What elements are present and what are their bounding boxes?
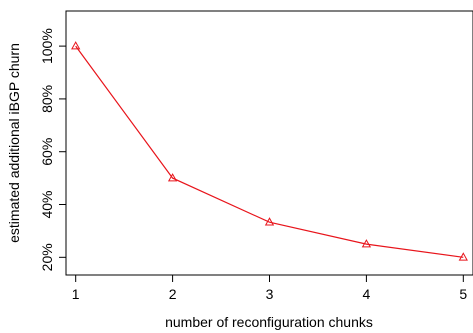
y-tick-label: 60% xyxy=(39,138,55,166)
y-tick-label: 40% xyxy=(39,190,55,218)
y-axis-title: estimated additional iBGP churn xyxy=(6,43,22,243)
y-tick-label: 20% xyxy=(39,243,55,271)
x-axis-title: number of reconfiguration chunks xyxy=(165,314,373,330)
data-point-marker xyxy=(361,239,372,248)
x-tick-label: 5 xyxy=(459,286,467,302)
series-line xyxy=(75,45,464,258)
x-tick-label: 4 xyxy=(363,286,371,302)
series-layer xyxy=(71,41,468,261)
x-tick-label: 1 xyxy=(72,286,80,302)
x-axis: 1 2 3 4 5 xyxy=(72,275,467,302)
data-point-marker xyxy=(264,217,275,226)
x-tick-label: 2 xyxy=(169,286,177,302)
data-point-marker xyxy=(458,252,468,261)
x-tick-label: 3 xyxy=(266,286,274,302)
data-point-marker xyxy=(167,173,178,182)
y-tick-label: 80% xyxy=(39,85,55,113)
y-axis: 20% 40% 60% 80% 100% xyxy=(39,28,66,271)
y-tick-label: 100% xyxy=(39,28,55,64)
plot-frame xyxy=(65,10,473,276)
data-point-marker xyxy=(71,41,81,50)
